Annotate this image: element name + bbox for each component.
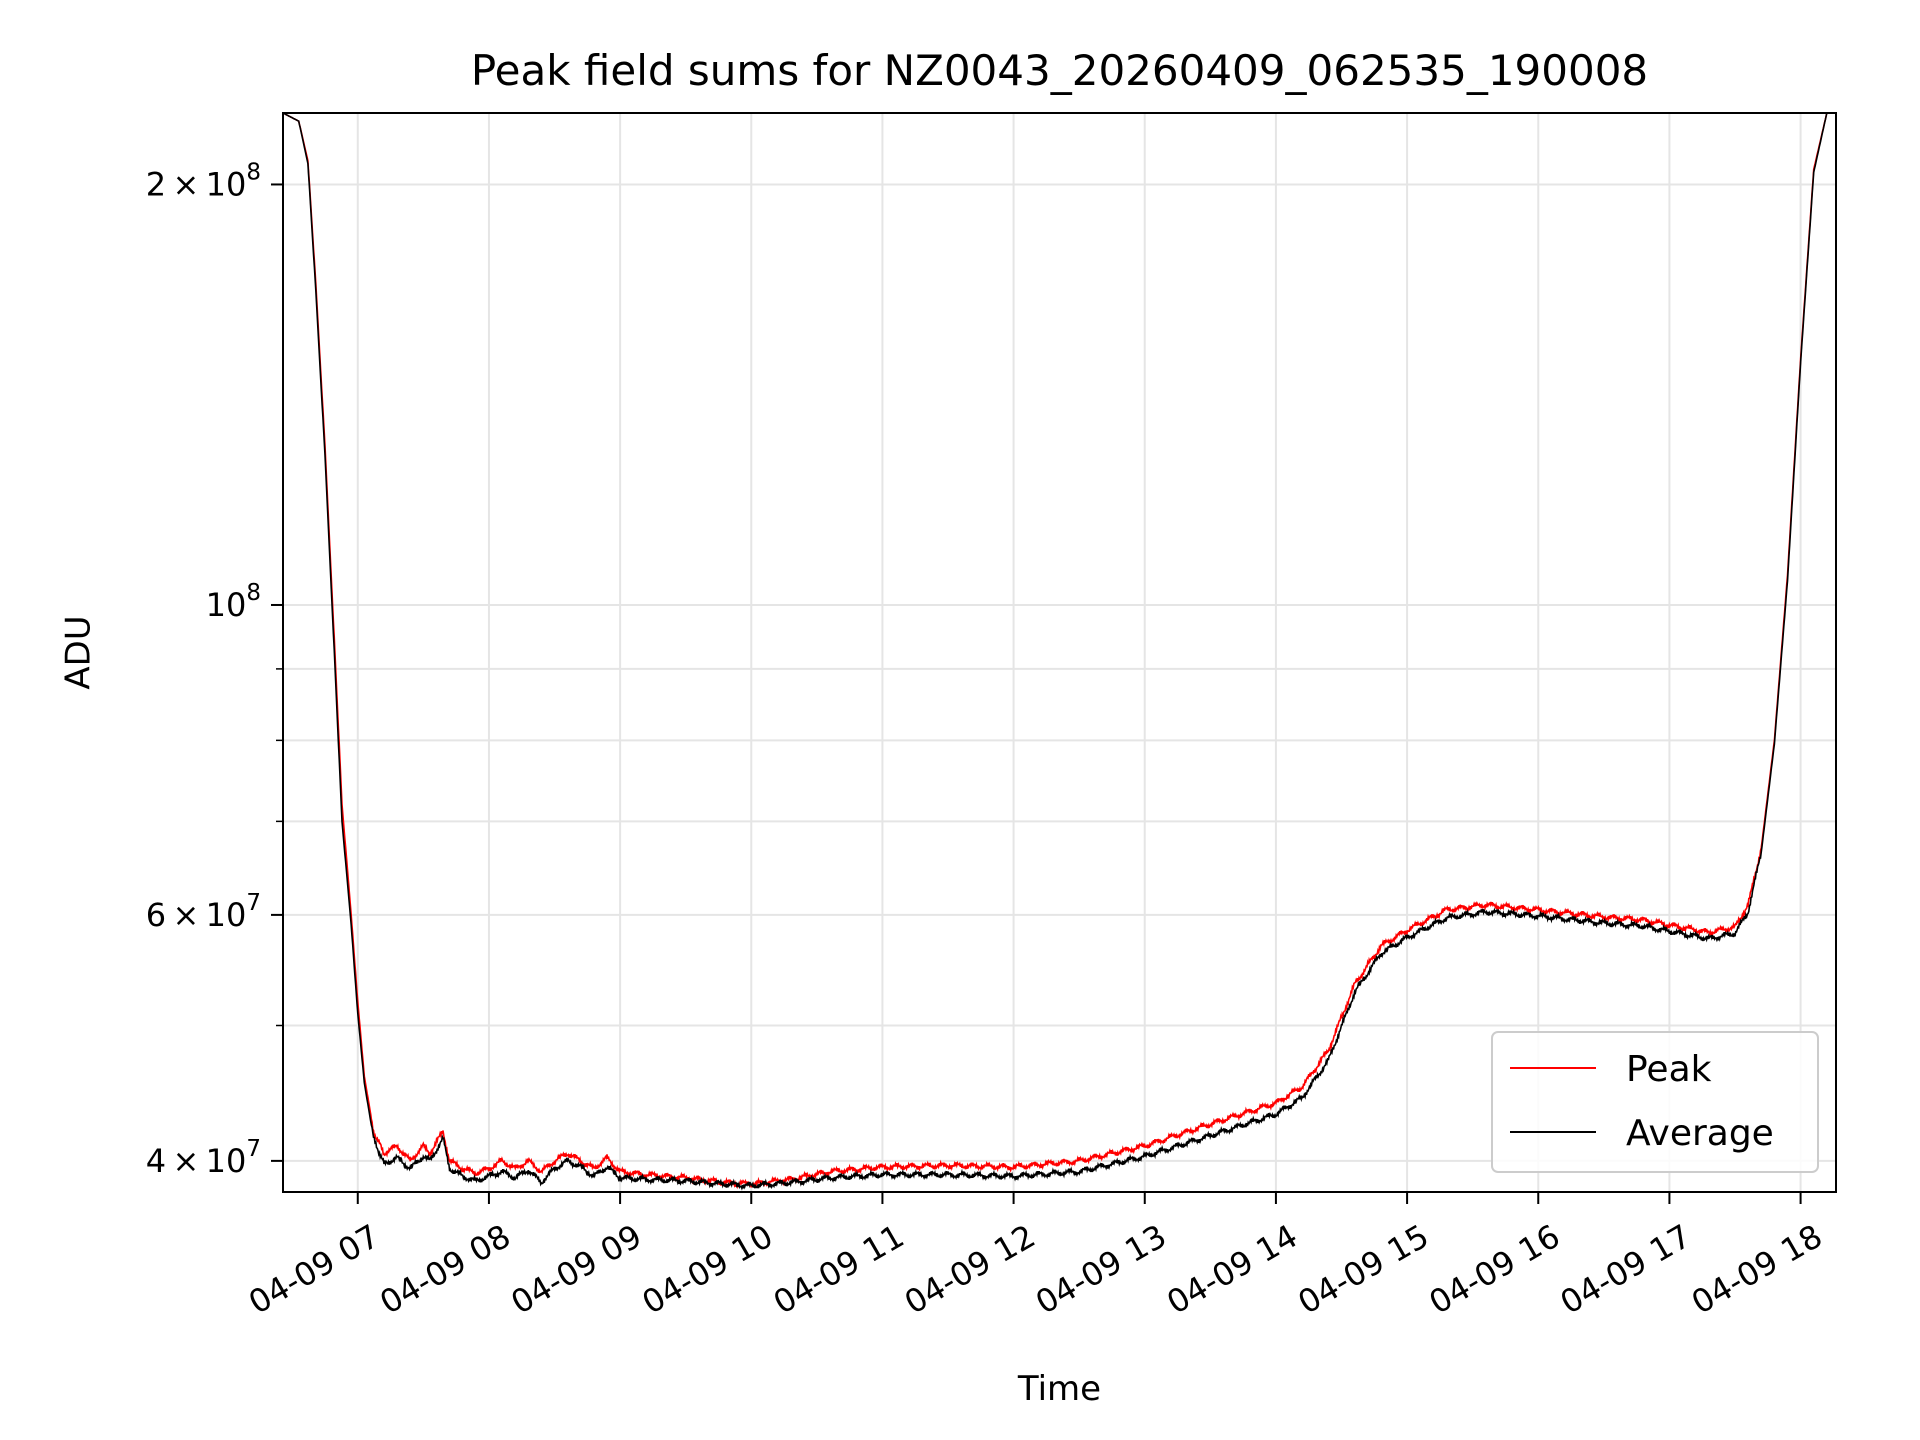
y-tick-label: 6 × 107 xyxy=(146,890,261,934)
series-layer xyxy=(283,113,1836,1191)
y-axis-label: ADU xyxy=(59,615,99,689)
x-axis-label: Time xyxy=(1017,1369,1101,1409)
chart-title: Peak field sums for NZ0043_20260409_0625… xyxy=(471,46,1648,95)
y-tick-label: 2 × 108 xyxy=(146,159,261,203)
y-axis: 4 × 107 6 × 107 108 2 × 108 xyxy=(146,159,283,1180)
legend-entry-average: Average xyxy=(1626,1113,1774,1154)
legend: Peak Average xyxy=(1491,1031,1819,1173)
legend-entry-peak: Peak xyxy=(1626,1049,1712,1090)
y-tick-label: 108 xyxy=(206,580,261,624)
plot-frame xyxy=(282,112,1837,1193)
series-line-peak xyxy=(283,113,1836,1190)
y-tick-label: 4 × 107 xyxy=(146,1136,261,1180)
series-line-average xyxy=(283,113,1836,1191)
